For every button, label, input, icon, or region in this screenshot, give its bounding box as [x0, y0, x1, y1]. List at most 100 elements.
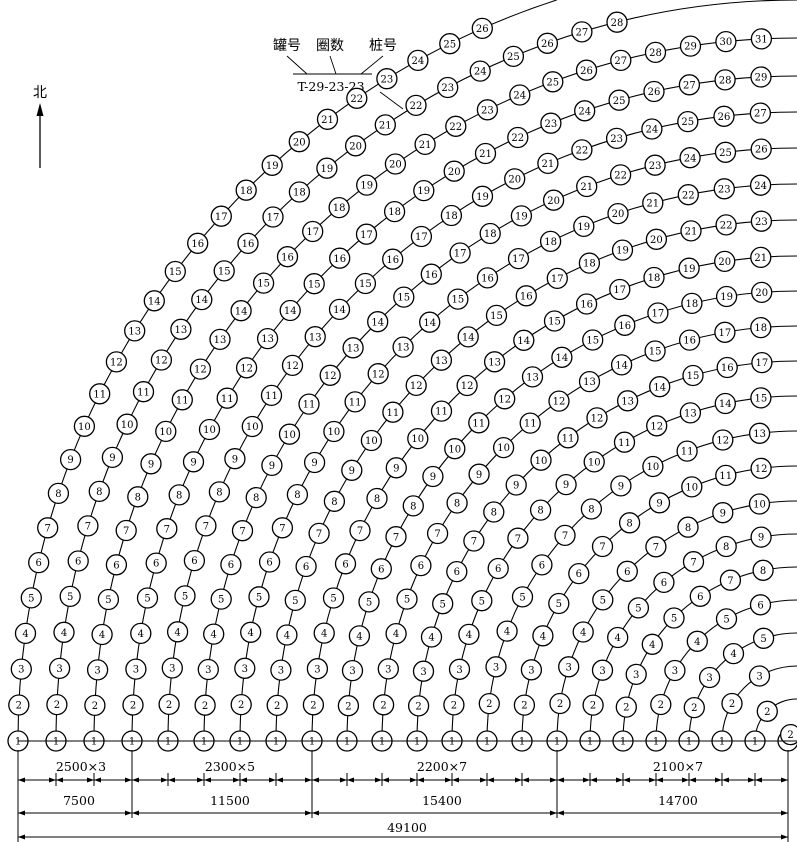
pile-marker: 2: [266, 694, 288, 717]
pile-marker: 2: [549, 692, 571, 715]
pile-marker: 15: [750, 387, 772, 409]
pile-marker: 11: [557, 427, 579, 449]
svg-text:9: 9: [656, 498, 662, 509]
pile-marker: 3: [341, 659, 364, 682]
pile-marker: 16: [515, 285, 537, 307]
pile-marker: 8: [677, 516, 699, 538]
pile-marker: 11: [298, 393, 320, 415]
pile-marker: 16: [237, 232, 259, 255]
pile-marker: 11: [676, 440, 698, 462]
svg-text:6: 6: [418, 561, 424, 572]
svg-text:2: 2: [380, 700, 386, 711]
svg-text:3: 3: [528, 665, 534, 676]
pile-marker: 18: [235, 179, 257, 201]
svg-text:10: 10: [121, 420, 134, 431]
pile-marker: 15: [644, 340, 666, 362]
dimension-lines: 2500×3 2300×5 2200×7 2100×7 7500 11500 1…: [17, 750, 789, 842]
svg-text:21: 21: [580, 182, 593, 193]
pile-marker: 10: [681, 476, 703, 498]
pile-marker: 7: [385, 526, 407, 548]
svg-text:4: 4: [540, 631, 546, 642]
pile-marker: 3: [234, 657, 256, 679]
pile-marker: 5: [210, 588, 232, 610]
svg-text:1: 1: [719, 737, 725, 748]
pile-marker: 9: [101, 446, 124, 469]
svg-text:11: 11: [93, 389, 106, 400]
svg-text:2: 2: [787, 730, 793, 741]
svg-text:28: 28: [719, 76, 732, 87]
svg-text:18: 18: [583, 259, 596, 270]
pile-marker: 7: [195, 515, 217, 537]
pile-marker: 18: [643, 266, 665, 289]
pile-marker: 20: [714, 250, 736, 273]
pile-marker: 7: [37, 517, 59, 539]
pile-marker: 11: [171, 389, 193, 411]
svg-text:13: 13: [128, 327, 141, 338]
pile-marker: 11: [260, 384, 283, 407]
pile-marker: 12: [712, 429, 734, 451]
svg-text:4: 4: [248, 628, 254, 639]
pile-marker: 2: [513, 694, 536, 716]
pile-marker: 31: [750, 28, 773, 50]
svg-text:13: 13: [175, 325, 188, 336]
pile-marker: 20: [645, 228, 668, 250]
pile-marker: 13: [521, 366, 544, 388]
pile-marker: 5: [396, 588, 418, 610]
pile-marker: 23: [437, 76, 459, 99]
svg-text:17: 17: [306, 227, 319, 238]
pile-marker: 5: [59, 585, 81, 608]
pile-marker: 27: [610, 49, 632, 72]
svg-text:24: 24: [646, 125, 659, 136]
pile-marker: 7: [645, 536, 667, 558]
svg-text:7: 7: [562, 531, 568, 542]
svg-text:11: 11: [681, 447, 694, 458]
pile-marker: 3: [520, 659, 543, 681]
pile-marker: 17: [751, 351, 773, 374]
pile-marker: 14: [714, 392, 736, 415]
pile-marker: 6: [183, 549, 206, 572]
svg-text:4: 4: [284, 631, 290, 642]
pile-marker: 15: [682, 364, 704, 387]
svg-text:21: 21: [321, 115, 334, 126]
svg-text:10: 10: [78, 422, 91, 433]
svg-text:9: 9: [232, 454, 238, 465]
svg-text:8: 8: [537, 506, 543, 517]
pile-marker: 7: [156, 518, 178, 540]
svg-text:9: 9: [513, 481, 519, 492]
pile-marker: 8: [286, 483, 309, 506]
svg-text:5: 5: [218, 595, 224, 606]
pile-marker: 2: [683, 696, 705, 719]
svg-text:11: 11: [719, 471, 732, 482]
pile-marker: 4: [572, 621, 594, 643]
svg-text:18: 18: [333, 203, 346, 214]
pile-marker: 6: [28, 551, 50, 574]
svg-text:8: 8: [331, 497, 337, 508]
pile-marker: 22: [445, 115, 467, 137]
pile-markers: 1234567891011121314151617181920212223242…: [7, 11, 797, 752]
svg-text:28: 28: [649, 48, 662, 59]
pile-marker: 18: [479, 222, 501, 245]
svg-text:20: 20: [349, 141, 362, 152]
pile-marker: 20: [504, 168, 526, 190]
svg-text:4: 4: [393, 629, 399, 640]
svg-text:19: 19: [360, 181, 373, 192]
pile-marker: 30: [715, 30, 737, 53]
svg-text:26: 26: [476, 24, 489, 35]
svg-text:17: 17: [613, 285, 626, 296]
pile-marker: 3: [161, 657, 183, 679]
svg-text:1: 1: [484, 737, 490, 748]
svg-text:12: 12: [755, 464, 768, 475]
svg-text:25: 25: [613, 96, 626, 107]
svg-text:5: 5: [366, 598, 372, 609]
svg-text:14: 14: [371, 317, 384, 328]
pile-marker: 20: [443, 160, 465, 182]
pile-marker: 29: [679, 35, 702, 57]
pile-marker: 8: [529, 499, 552, 521]
svg-text:13: 13: [397, 343, 410, 354]
svg-text:12: 12: [553, 397, 566, 408]
svg-text:27: 27: [576, 28, 589, 39]
svg-text:1: 1: [620, 737, 626, 748]
svg-text:5: 5: [760, 634, 766, 645]
pile-marker: 24: [469, 60, 491, 82]
svg-text:28: 28: [611, 18, 624, 29]
